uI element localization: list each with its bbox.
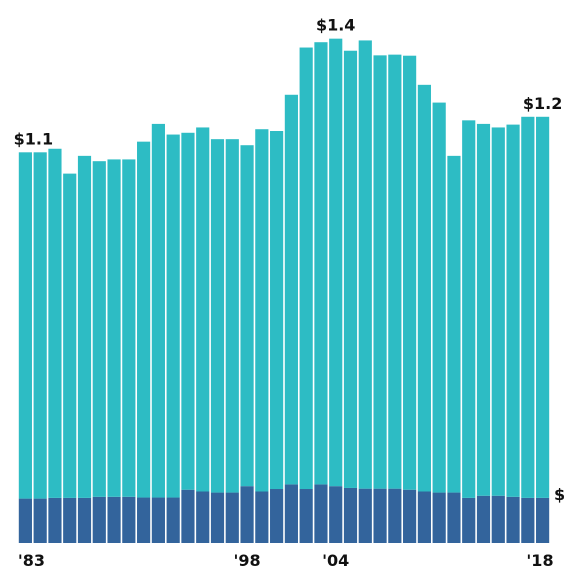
bar-2010-segment-1 [417,491,431,543]
x-tick-label: '04 [322,551,349,568]
bar-1983-segment-1 [18,498,32,543]
bar-2006-segment-2 [358,40,372,489]
bar-2003-segment-2 [314,42,328,485]
bar-1984-segment-1 [33,498,47,543]
bar-1989-segment-1 [107,496,121,543]
bar-2007-segment-2 [373,55,387,489]
bar-1992-segment-2 [151,123,165,498]
bar-1992-segment-1 [151,497,165,543]
bar-1987-segment-2 [77,155,92,498]
bar-1991-segment-2 [137,141,151,498]
bar-2014-segment-2 [476,123,491,496]
bar-2002-segment-2 [299,47,313,490]
annotations-group: $1.1 $1.4 $1.2 $ [14,16,564,504]
bar-2014-segment-1 [476,495,491,543]
x-tick-label: '83 [18,551,45,568]
bar-2012-segment-1 [447,492,461,543]
bar-2013-segment-1 [462,497,476,543]
bar-1988-segment-2 [92,161,106,497]
bar-2011-segment-1 [432,492,446,543]
x-axis-ticks: '83 '98 '04 '18 [18,551,554,568]
annotation-label: $ [554,485,564,504]
bar-2000-segment-2 [270,131,284,490]
bar-1994-segment-2 [181,132,195,490]
bar-2001-segment-1 [284,484,298,543]
bar-2016-segment-2 [506,124,520,497]
bar-1989-segment-2 [107,159,121,497]
bar-1988-segment-1 [92,496,106,543]
bar-1985-segment-1 [48,497,62,543]
bar-1983-segment-2 [18,152,32,499]
bar-2008-segment-1 [388,488,402,543]
bar-1994-segment-1 [181,489,195,543]
bar-1986-segment-1 [63,497,77,543]
bar-2011-segment-2 [432,102,446,493]
bar-1998-segment-1 [240,486,254,543]
bar-2015-segment-1 [491,495,505,543]
bar-1993-segment-2 [166,134,180,498]
bar-1997-segment-2 [225,139,239,493]
bar-2002-segment-1 [299,489,313,543]
bar-2008-segment-2 [388,54,402,489]
x-tick-label: '18 [526,551,553,568]
bar-2005-segment-2 [343,50,358,488]
bar-2003-segment-1 [314,484,328,543]
bar-2009-segment-2 [403,55,417,490]
bar-2017-segment-1 [521,497,535,543]
bar-2007-segment-1 [373,488,387,543]
bar-2012-segment-2 [447,155,461,493]
bar-1985-segment-2 [48,148,62,498]
bar-2006-segment-1 [358,488,372,543]
bar-2005-segment-1 [343,487,358,543]
bar-1995-segment-1 [196,491,210,543]
bar-1991-segment-1 [137,497,151,543]
bar-2013-segment-2 [462,120,476,498]
annotation-label: $1.1 [14,129,53,148]
bar-1998-segment-2 [240,145,254,487]
bar-1990-segment-2 [122,159,136,497]
bar-2010-segment-2 [417,84,431,492]
bar-2009-segment-1 [403,489,417,543]
bar-1984-segment-2 [33,152,47,499]
bars-group [18,38,550,543]
bar-1986-segment-2 [63,173,77,498]
bar-1996-segment-1 [210,492,225,543]
bar-1995-segment-2 [196,127,210,492]
annotation-label: $1.2 [523,94,562,113]
bar-2000-segment-1 [270,489,284,543]
bar-1999-segment-1 [255,491,269,543]
bar-1997-segment-1 [225,492,239,543]
bar-2015-segment-2 [491,127,505,496]
bar-2018-segment-2 [536,116,550,498]
bar-2016-segment-1 [506,496,520,543]
bar-1996-segment-2 [210,139,225,493]
bar-2001-segment-2 [284,94,298,485]
bar-2004-segment-2 [329,38,343,487]
bar-1987-segment-1 [77,497,92,543]
bar-2017-segment-2 [521,116,535,498]
bar-1990-segment-1 [122,496,136,543]
bar-1999-segment-2 [255,129,269,492]
annotation-label: $1.4 [316,16,355,35]
x-tick-label: '98 [234,551,261,568]
bar-2018-segment-1 [536,497,550,543]
bar-2004-segment-1 [329,486,343,543]
bar-1993-segment-1 [166,497,180,543]
